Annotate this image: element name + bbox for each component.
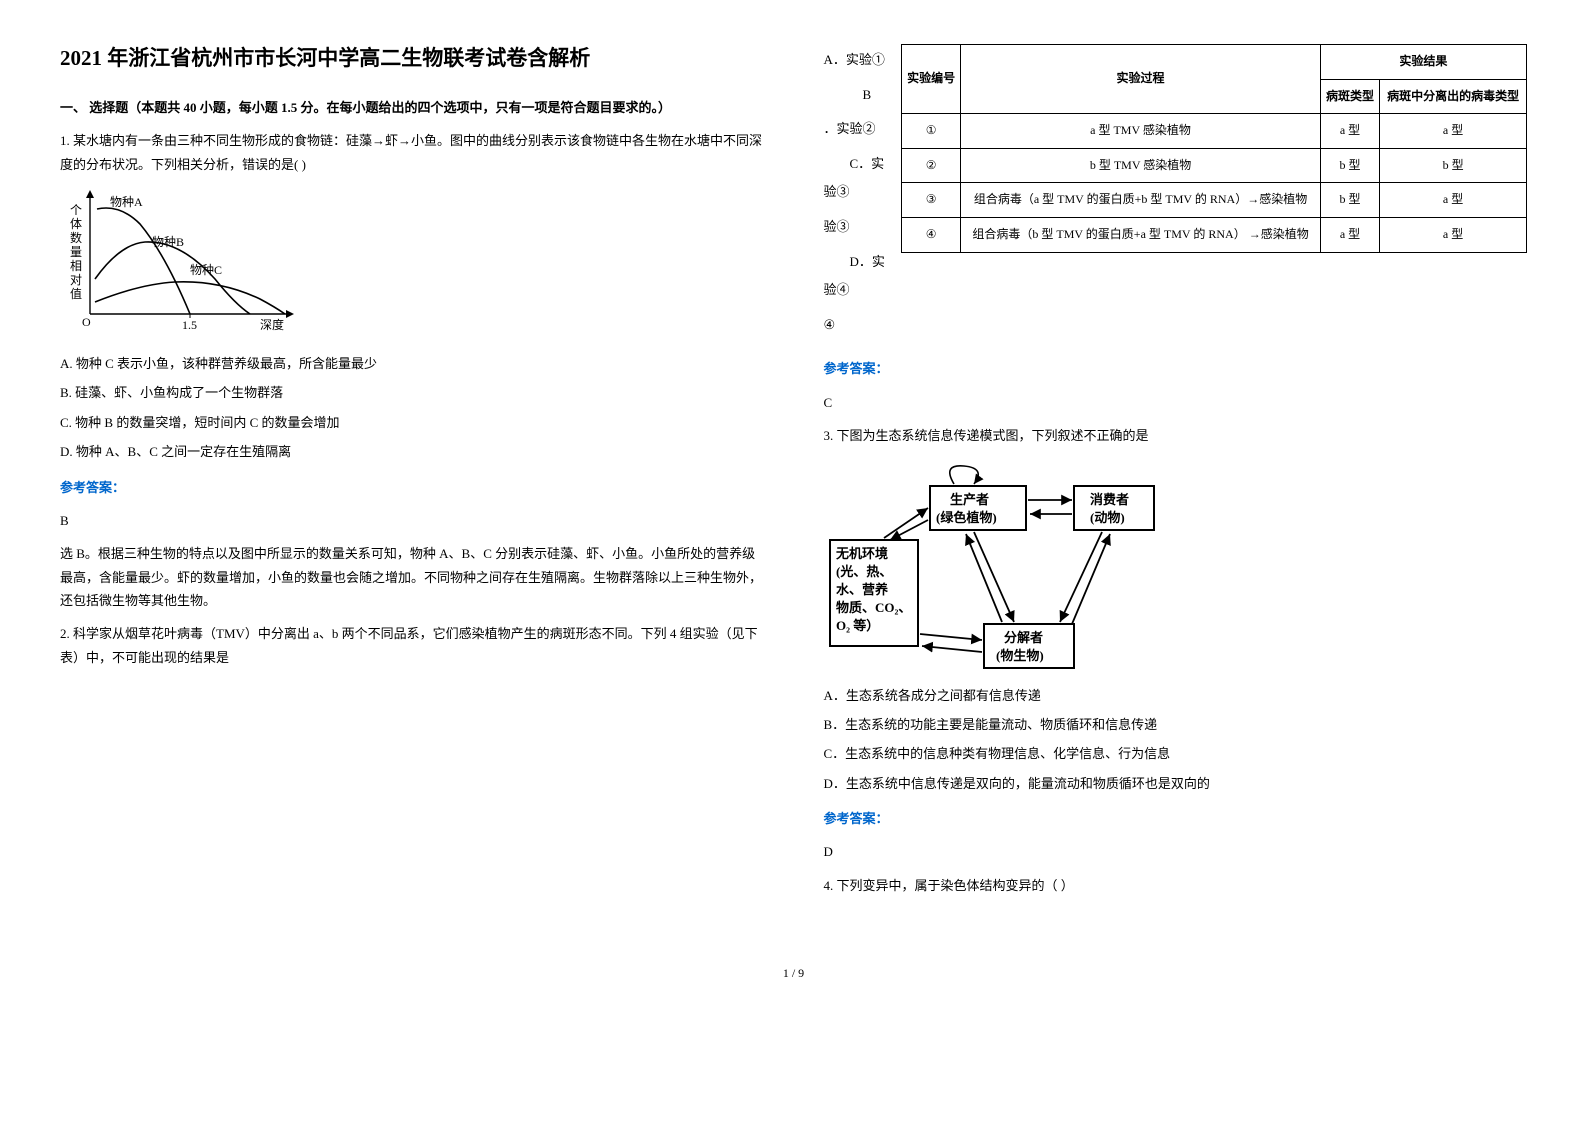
q1-answer: B [60,509,764,532]
q2-stem: 2. 科学家从烟草花叶病毒（TMV）中分离出 a、b 两个不同品系，它们感染植物… [60,622,764,669]
q2-option-c2: 验③ [824,213,893,242]
table-row: ③ 组合病毒（a 型 TMV 的蛋白质+b 型 TMV 的 RNA）→感染植物 … [901,183,1526,218]
q1-xaxis-label: 深度 [260,317,284,332]
cell-iso: b 型 [1380,148,1527,183]
svg-text:(绿色植物): (绿色植物) [936,510,997,525]
q2-option-c: C．实验③ [824,150,893,207]
cell-no: ③ [901,183,960,218]
q1-stem: 1. 某水塘内有一条由三种不同生物形成的食物链：硅藻→虾→小鱼。图中的曲线分别表… [60,129,764,176]
q3-options: A．生态系统各成分之间都有信息传递 B．生态系统的功能主要是能量流动、物质循环和… [824,684,1528,796]
cell-no: ④ [901,217,960,252]
q1-answer-label: 参考答案： [60,476,764,499]
cell-type: a 型 [1320,217,1379,252]
q3-answer-label: 参考答案： [824,807,1528,830]
producer-label: 生产者 [950,492,989,507]
q3-answer: D [824,840,1528,863]
q1-tick: 1.5 [182,318,197,332]
cell-iso: a 型 [1380,183,1527,218]
decomposer-label: 分解者 [1004,630,1043,645]
svg-text:O₂ 等）: O₂ 等） [836,618,879,633]
th-isolated: 病斑中分离出的病毒类型 [1380,79,1527,114]
q1-yaxis-label: 个 [70,203,82,217]
q2-option-d2: ④ [824,311,893,340]
abiotic-line1: 无机环境 [835,546,888,561]
q3-option-a: A．生态系统各成分之间都有信息传递 [824,684,1528,707]
svg-text:相: 相 [70,259,82,273]
cell-type: b 型 [1320,183,1379,218]
q2-option-b-marker: B [824,81,893,110]
cell-iso: a 型 [1380,114,1527,149]
svg-text:物质、CO₂、: 物质、CO₂、 [836,600,911,615]
q2-answer: C [824,391,1528,414]
q1-option-b: B. 硅藻、虾、小鱼构成了一个生物群落 [60,381,764,404]
cell-proc: 组合病毒（b 型 TMV 的蛋白质+a 型 TMV 的 RNA） →感染植物 [961,217,1321,252]
q3-stem: 3. 下图为生态系统信息传递模式图，下列叙述不正确的是 [824,424,1528,447]
cell-type: a 型 [1320,114,1379,149]
page: 2021 年浙江省杭州市市长河中学高二生物联考试卷含解析 一、 选择题（本题共 … [60,40,1527,903]
cell-proc: b 型 TMV 感染植物 [961,148,1321,183]
cell-proc: 组合病毒（a 型 TMV 的蛋白质+b 型 TMV 的 RNA）→感染植物 [961,183,1321,218]
q3-option-c: C．生态系统中的信息种类有物理信息、化学信息、行为信息 [824,742,1528,765]
table-row: ① a 型 TMV 感染植物 a 型 a 型 [901,114,1526,149]
svg-text:量: 量 [70,245,82,259]
q1-option-d: D. 物种 A、B、C 之间一定存在生殖隔离 [60,440,764,463]
th-proc: 实验过程 [961,45,1321,114]
q1-explanation: 选 B。根据三种生物的特点以及图中所显示的数量关系可知，物种 A、B、C 分别表… [60,542,764,612]
svg-text:水、营养: 水、营养 [836,582,889,597]
q2-answer-label: 参考答案： [824,357,1528,380]
section-1-heading: 一、 选择题（本题共 40 小题，每小题 1.5 分。在每小题给出的四个选项中，… [60,96,764,119]
left-column: 2021 年浙江省杭州市市长河中学高二生物联考试卷含解析 一、 选择题（本题共 … [60,40,764,903]
svg-text:对: 对 [70,273,82,287]
consumer-label: 消费者 [1090,492,1129,507]
q2-layout: A．实验① B ．实验② C．实验③ 验③ D．实验④ ④ 实验编号 实验过程 … [824,40,1528,345]
th-result: 实验结果 [1320,45,1526,80]
svg-text:数: 数 [70,230,82,245]
q2-option-column: A．实验① B ．实验② C．实验③ 验③ D．实验④ ④ [824,40,893,345]
q3-option-d: D．生态系统中信息传递是双向的，能量流动和物质循环也是双向的 [824,772,1528,795]
svg-text:(物生物): (物生物) [996,648,1044,663]
q3-option-b: B．生态系统的功能主要是能量流动、物质循环和信息传递 [824,713,1528,736]
q4-stem: 4. 下列变异中，属于染色体结构变异的（ ） [824,874,1528,897]
q1-label-c: 物种C [190,263,222,277]
table-row: ② b 型 TMV 感染植物 b 型 b 型 [901,148,1526,183]
q1-option-c: C. 物种 B 的数量突增，短时间内 C 的数量会增加 [60,411,764,434]
cell-iso: a 型 [1380,217,1527,252]
cell-no: ① [901,114,960,149]
cell-no: ② [901,148,960,183]
q2-option-d: D．实验④ [824,248,893,305]
q2-option-a: A．实验① [824,46,893,75]
svg-text:O: O [82,315,91,329]
page-footer: 1 / 9 [60,963,1527,985]
q1-chart: 个 体 数 量 相 对 值 O 1.5 深度 物种A 物种B 物种C [60,184,320,344]
q1-option-a: A. 物种 C 表示小鱼，该种群营养级最高，所含能量最少 [60,352,764,375]
q1-label-a: 物种A [110,195,143,209]
svg-text:体: 体 [70,217,82,231]
cell-proc: a 型 TMV 感染植物 [961,114,1321,149]
q2-table: 实验编号 实验过程 实验结果 病斑类型 病斑中分离出的病毒类型 ① a 型 TM… [901,44,1527,253]
svg-text:(动物): (动物) [1090,510,1125,525]
q1-label-b: 物种B [152,235,184,249]
svg-text:(光、热、: (光、热、 [836,564,892,579]
q1-options: A. 物种 C 表示小鱼，该种群营养级最高，所含能量最少 B. 硅藻、虾、小鱼构… [60,352,764,464]
th-type: 病斑类型 [1320,79,1379,114]
th-no: 实验编号 [901,45,960,114]
right-column: A．实验① B ．实验② C．实验③ 验③ D．实验④ ④ 实验编号 实验过程 … [824,40,1528,903]
table-row: ④ 组合病毒（b 型 TMV 的蛋白质+a 型 TMV 的 RNA） →感染植物… [901,217,1526,252]
q2-option-b: ．实验② [824,115,893,144]
exam-title: 2021 年浙江省杭州市市长河中学高二生物联考试卷含解析 [60,40,764,78]
svg-text:值: 值 [70,286,82,301]
q3-diagram: 无机环境 (光、热、 水、营养 物质、CO₂、 O₂ 等） 生产者 (绿色植物)… [824,456,1184,676]
table-header-row: 实验编号 实验过程 实验结果 [901,45,1526,80]
cell-type: b 型 [1320,148,1379,183]
